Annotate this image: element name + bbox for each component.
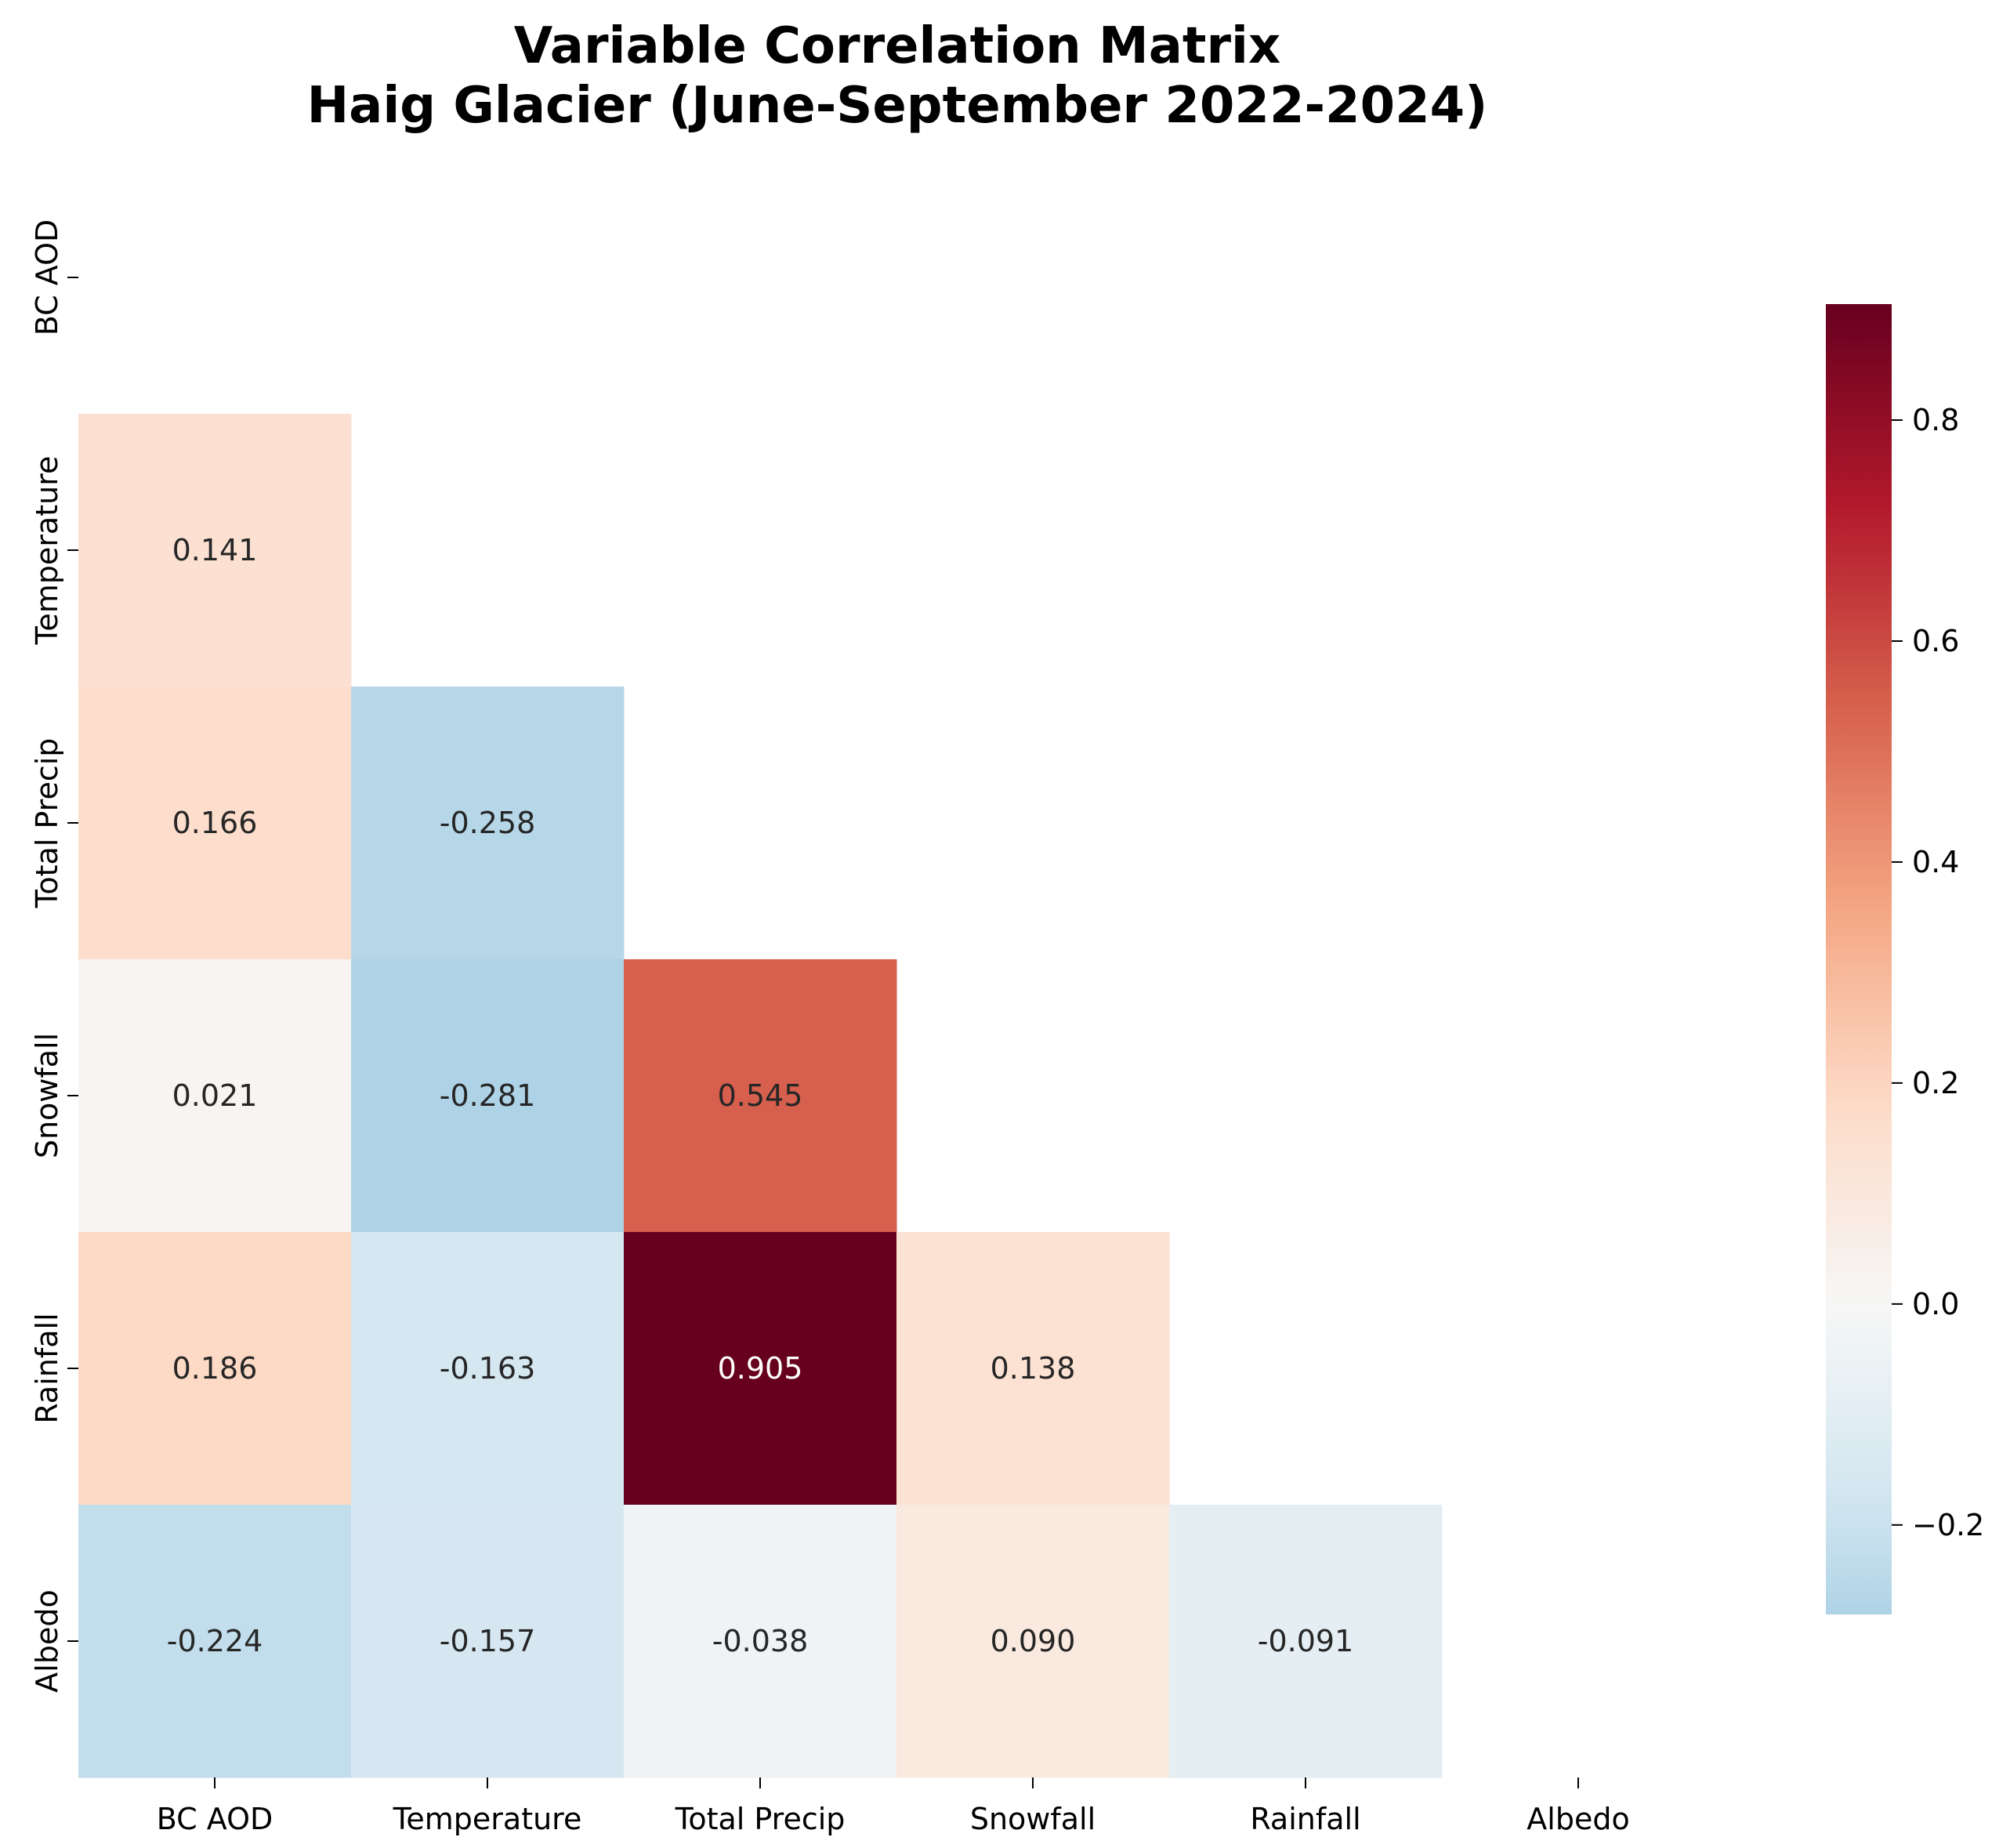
colorbar-tick-label: 0.4 bbox=[1912, 845, 1959, 879]
heatmap-cells: 0.141 0.166 -0.258 0.021 -0.281 0.545 0.186 -0.… bbox=[78, 414, 1443, 1778]
colorbar: −0.2 0.0 0.2 0.4 0.6 0.8 bbox=[1826, 304, 1984, 1614]
heatmap-cell bbox=[351, 687, 625, 960]
cell-value-label: 0.090 bbox=[991, 1624, 1076, 1658]
y-tick-label: Total Precip bbox=[30, 738, 64, 909]
colorbar-gradient bbox=[1826, 304, 1892, 1614]
heatmap-cell bbox=[78, 687, 352, 960]
x-tick-label: Temperature bbox=[393, 1802, 582, 1836]
cell-value-label: 0.141 bbox=[172, 533, 258, 567]
cell-value-label: -0.038 bbox=[712, 1624, 809, 1658]
x-axis: BC AOD Temperature Total Precip Snowfall Rai… bbox=[157, 1777, 1630, 1836]
cell-value-label: -0.281 bbox=[440, 1078, 536, 1113]
chart-title-line-1: Variable Correlation Matrix bbox=[514, 17, 1281, 75]
cell-value-label: -0.157 bbox=[440, 1624, 536, 1658]
y-tick-label: Snowfall bbox=[30, 1033, 64, 1158]
colorbar-tick-label: 0.8 bbox=[1912, 403, 1959, 437]
heatmap-cell bbox=[624, 1232, 897, 1506]
x-tick-label: Snowfall bbox=[970, 1802, 1096, 1836]
cell-value-label: -0.258 bbox=[440, 806, 536, 840]
colorbar-tick-label: 0.2 bbox=[1912, 1066, 1959, 1100]
heatmap-cell bbox=[78, 1232, 352, 1506]
cell-value-label: 0.166 bbox=[172, 806, 258, 840]
y-tick-label: Temperature bbox=[30, 456, 64, 646]
cell-value-label: 0.905 bbox=[718, 1351, 803, 1386]
heatmap-cell bbox=[624, 959, 897, 1233]
heatmap-cell bbox=[351, 1505, 625, 1778]
cell-value-label: 0.186 bbox=[172, 1351, 258, 1386]
heatmap-cell bbox=[351, 1232, 625, 1506]
y-tick-label: Albedo bbox=[30, 1589, 64, 1692]
x-tick-label: BC AOD bbox=[157, 1802, 273, 1836]
heatmap-cell bbox=[78, 414, 352, 687]
colorbar-tick-label: 0.0 bbox=[1912, 1287, 1959, 1321]
cell-value-label: 0.021 bbox=[172, 1078, 258, 1113]
heatmap-cell bbox=[1169, 1505, 1443, 1778]
cell-value-label: 0.545 bbox=[718, 1078, 803, 1113]
colorbar-tick-label: 0.6 bbox=[1912, 624, 1959, 658]
cell-value-label: -0.224 bbox=[167, 1624, 263, 1658]
x-tick-label: Albedo bbox=[1527, 1802, 1629, 1836]
chart-title-line-2: Haig Glacier (June-September 2022-2024) bbox=[307, 77, 1488, 135]
y-tick-label: BC AOD bbox=[30, 219, 64, 336]
heatmap-cell bbox=[78, 1505, 352, 1778]
heatmap-cell bbox=[896, 1232, 1170, 1506]
heatmap-cell bbox=[896, 1505, 1170, 1778]
chart-title: Variable Correlation Matrix Haig Glacier… bbox=[307, 17, 1488, 135]
y-axis: BC AOD Temperature Total Precip Snowfall Rai… bbox=[30, 219, 78, 1693]
x-tick-label: Rainfall bbox=[1250, 1802, 1360, 1836]
heatmap-cell bbox=[624, 1505, 897, 1778]
x-tick-label: Total Precip bbox=[675, 1802, 846, 1836]
y-tick-label: Rainfall bbox=[30, 1313, 64, 1423]
heatmap-cell bbox=[78, 959, 352, 1233]
cell-value-label: -0.091 bbox=[1258, 1624, 1354, 1658]
cell-value-label: -0.163 bbox=[440, 1351, 536, 1386]
cell-value-label: 0.138 bbox=[991, 1351, 1076, 1386]
heatmap-cell bbox=[351, 959, 625, 1233]
colorbar-tick-label: −0.2 bbox=[1912, 1508, 1984, 1542]
